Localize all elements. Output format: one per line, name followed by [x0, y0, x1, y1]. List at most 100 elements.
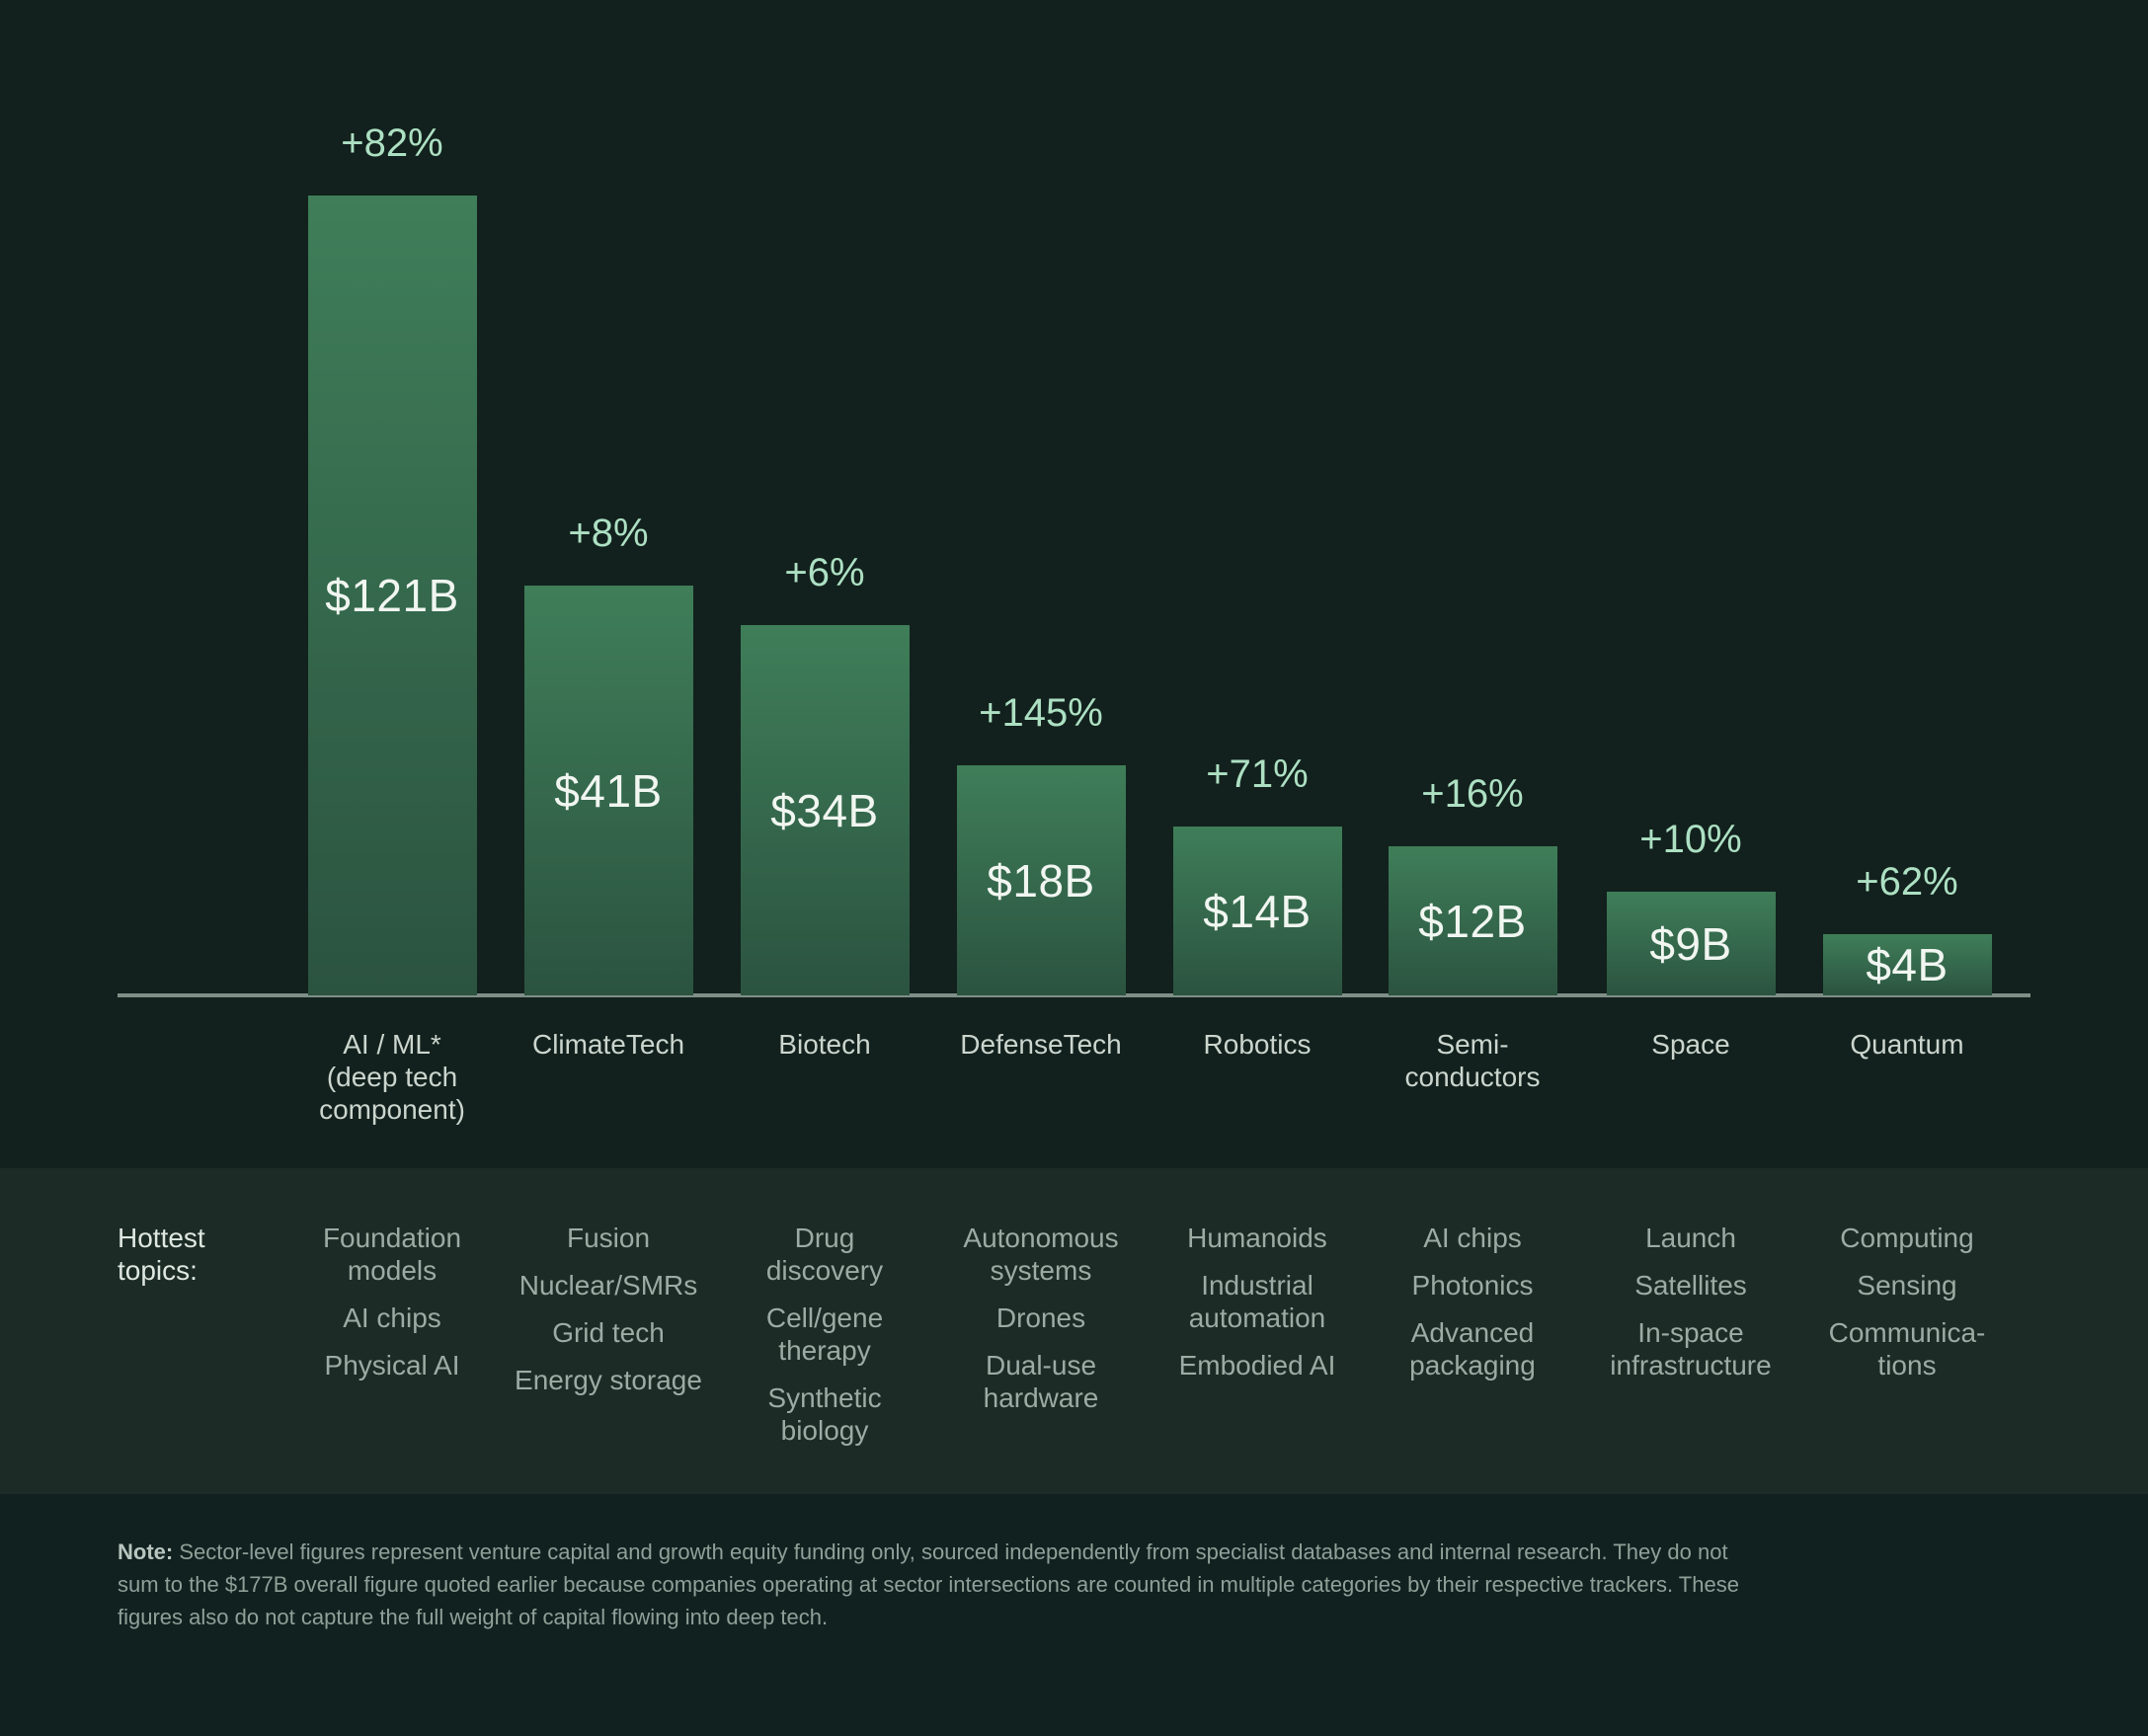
topic-item: Humanoids — [1150, 1222, 1366, 1254]
topic-column: Fusion Nuclear/SMRs Grid tech Energy storag… — [501, 1222, 717, 1411]
note-line: Note: Sector-level figures represent ven… — [118, 1536, 1739, 1568]
bar — [956, 765, 1126, 995]
note-line: sum to the $177B overall figure quoted e… — [118, 1572, 1739, 1597]
topic-line: Embodied AI — [1178, 1350, 1336, 1381]
bar — [307, 196, 477, 995]
note-section — [0, 1494, 2148, 1736]
category-line: Robotics — [1203, 1029, 1312, 1060]
topic-line: Fusion — [566, 1223, 651, 1253]
topic-line: Industrial — [1201, 1270, 1313, 1301]
topic-line: In-space — [1637, 1317, 1744, 1348]
hottest-topics-band — [0, 1168, 2148, 1494]
x-axis-line — [118, 993, 2030, 997]
category-line: conductors — [1404, 1062, 1541, 1092]
topic-item: Photonics — [1365, 1269, 1581, 1302]
bar-value-label: $9B — [1649, 917, 1732, 970]
topics-header-line: topics: — [118, 1255, 198, 1286]
bar-category-label: AI / ML* (deep tech component) — [284, 1028, 501, 1126]
topic-line: Physical AI — [324, 1350, 460, 1381]
bar-growth-label: +82% — [341, 121, 443, 165]
topic-column: Foundation models AI chips Physical AI — [284, 1222, 501, 1396]
topic-line: therapy — [778, 1335, 871, 1366]
topic-line: infrastructure — [1610, 1350, 1772, 1381]
bar-category-label: Quantum — [1799, 1028, 2016, 1061]
topic-line: packaging — [1409, 1350, 1536, 1381]
topic-item: Computing — [1799, 1222, 2016, 1254]
topics-header-line: Hottest — [118, 1223, 205, 1253]
topic-line: automation — [1188, 1302, 1326, 1333]
topic-column: Drug discovery Cell/gene therapy Synthetic bi… — [717, 1222, 933, 1461]
topic-column: Launch Satellites In-space infrastructure — [1583, 1222, 1799, 1396]
topic-item: Drug discovery — [717, 1222, 933, 1287]
topic-line: AI chips — [1423, 1223, 1522, 1253]
category-line: Space — [1651, 1029, 1730, 1060]
category-line: (deep tech — [326, 1062, 458, 1092]
bar-category-label: Robotics — [1150, 1028, 1366, 1061]
bar-value-label: $4B — [1866, 939, 1949, 990]
topic-line: Humanoids — [1187, 1223, 1327, 1253]
topic-item: Launch — [1583, 1222, 1799, 1254]
topic-column: AI chips Photonics Advanced packaging — [1365, 1222, 1581, 1396]
category-line: Semi- — [1436, 1029, 1509, 1060]
topic-line: hardware — [983, 1382, 1099, 1413]
bar-growth-label: +8% — [568, 512, 649, 555]
topic-line: Satellites — [1634, 1270, 1747, 1301]
bar-value-label: $41B — [554, 764, 663, 817]
topic-item: Autonomous systems — [933, 1222, 1150, 1287]
category-line: Quantum — [1850, 1029, 1964, 1060]
topic-line: Nuclear/SMRs — [518, 1270, 698, 1301]
topic-item: Grid tech — [501, 1316, 717, 1349]
topic-item: In-space infrastructure — [1583, 1316, 1799, 1381]
topic-item: Synthetic biology — [717, 1381, 933, 1447]
topic-item: Fusion — [501, 1222, 717, 1254]
bar-category-label: Semi-conductors — [1365, 1028, 1581, 1093]
topic-line: Cell/gene — [765, 1302, 884, 1333]
topic-column: Computing Sensing Communica-tions — [1799, 1222, 2016, 1396]
topic-item: Cell/gene therapy — [717, 1302, 933, 1367]
bar-growth-label: +71% — [1206, 752, 1309, 796]
note-label: Note: — [118, 1539, 174, 1564]
bar-value-label: $34B — [770, 784, 879, 836]
topic-item: Industrial automation — [1150, 1269, 1366, 1334]
bar-category-label: DefenseTech — [933, 1028, 1150, 1061]
topic-item: AI chips — [284, 1302, 501, 1334]
topic-item: Advanced packaging — [1365, 1316, 1581, 1381]
topic-line: Drug — [794, 1223, 855, 1253]
category-line: ClimateTech — [531, 1029, 685, 1060]
topic-item: Communica-tions — [1799, 1316, 2016, 1381]
bar-growth-label: +145% — [979, 691, 1103, 735]
category-line: DefenseTech — [960, 1029, 1122, 1060]
topic-item: Embodied AI — [1150, 1349, 1366, 1381]
topic-item: Sensing — [1799, 1269, 2016, 1302]
topic-line: Photonics — [1411, 1270, 1534, 1301]
topic-item: Energy storage — [501, 1364, 717, 1396]
category-line: Biotech — [778, 1029, 871, 1060]
note-line: figures also do not capture the full wei… — [118, 1605, 829, 1629]
bar-growth-label: +62% — [1856, 860, 1958, 904]
topic-line: Sensing — [1857, 1270, 1957, 1301]
bar-growth-label: +16% — [1421, 772, 1524, 816]
topic-item: AI chips — [1365, 1222, 1581, 1254]
category-line: component) — [319, 1094, 465, 1125]
topic-line: Communica- — [1828, 1317, 1986, 1348]
topic-line: Computing — [1840, 1223, 1974, 1253]
bar-value-label: $121B — [325, 570, 459, 621]
topic-line: Advanced — [1410, 1317, 1535, 1348]
topic-column: Humanoids Industrial automation Embodied AI — [1150, 1222, 1366, 1396]
topic-item: Drones — [933, 1302, 1150, 1334]
category-line: AI / ML* — [343, 1029, 441, 1060]
topic-line: Dual-use — [985, 1350, 1097, 1381]
topic-line: Autonomous — [963, 1223, 1119, 1253]
bar-value-label: $12B — [1418, 895, 1527, 947]
topic-line: Foundation — [322, 1223, 462, 1253]
bar — [1606, 892, 1776, 995]
topic-line: AI chips — [343, 1302, 441, 1333]
bar-category-label: Space — [1583, 1028, 1799, 1061]
bar — [1822, 934, 1992, 995]
topic-line: Energy storage — [515, 1365, 702, 1395]
bar-value-label: $18B — [987, 854, 1095, 907]
topic-line: Launch — [1645, 1223, 1736, 1253]
topic-line: systems — [990, 1255, 1092, 1286]
topic-line: tions — [1877, 1350, 1937, 1381]
